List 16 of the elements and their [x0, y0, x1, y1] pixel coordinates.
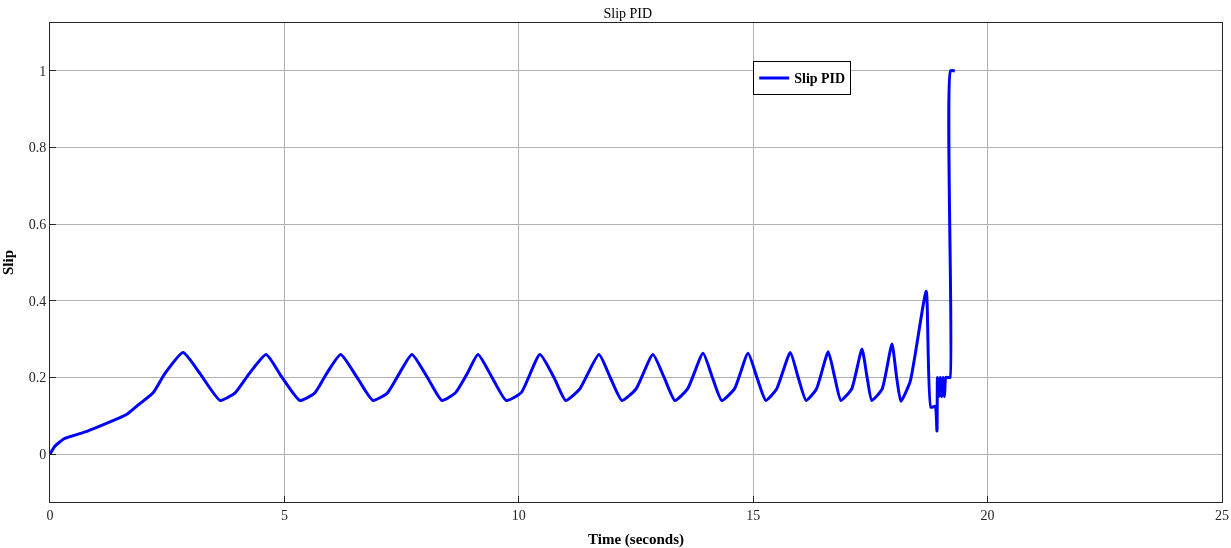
- x-tick-label: 20: [980, 507, 995, 523]
- x-tick-label: 25: [1215, 507, 1229, 523]
- legend-label: Slip PID: [794, 71, 846, 87]
- x-tick-label: 10: [511, 507, 526, 523]
- chart-title: Slip PID: [603, 6, 653, 22]
- y-tick-label: 0: [39, 447, 47, 462]
- x-tick-label: 15: [746, 507, 761, 523]
- y-tick-label: 0.6: [28, 217, 47, 233]
- y-tick-label: 0.2: [28, 370, 47, 386]
- x-axis-title: Time (seconds): [588, 531, 684, 548]
- line-series: [50, 69, 957, 456]
- x-tick-label: 5: [280, 507, 288, 523]
- y-tick-label: 1: [39, 63, 47, 79]
- y-tick-label: 0.4: [28, 293, 47, 309]
- y-axis-title: Slip: [0, 249, 16, 276]
- y-tick-label: 0.8: [28, 140, 47, 156]
